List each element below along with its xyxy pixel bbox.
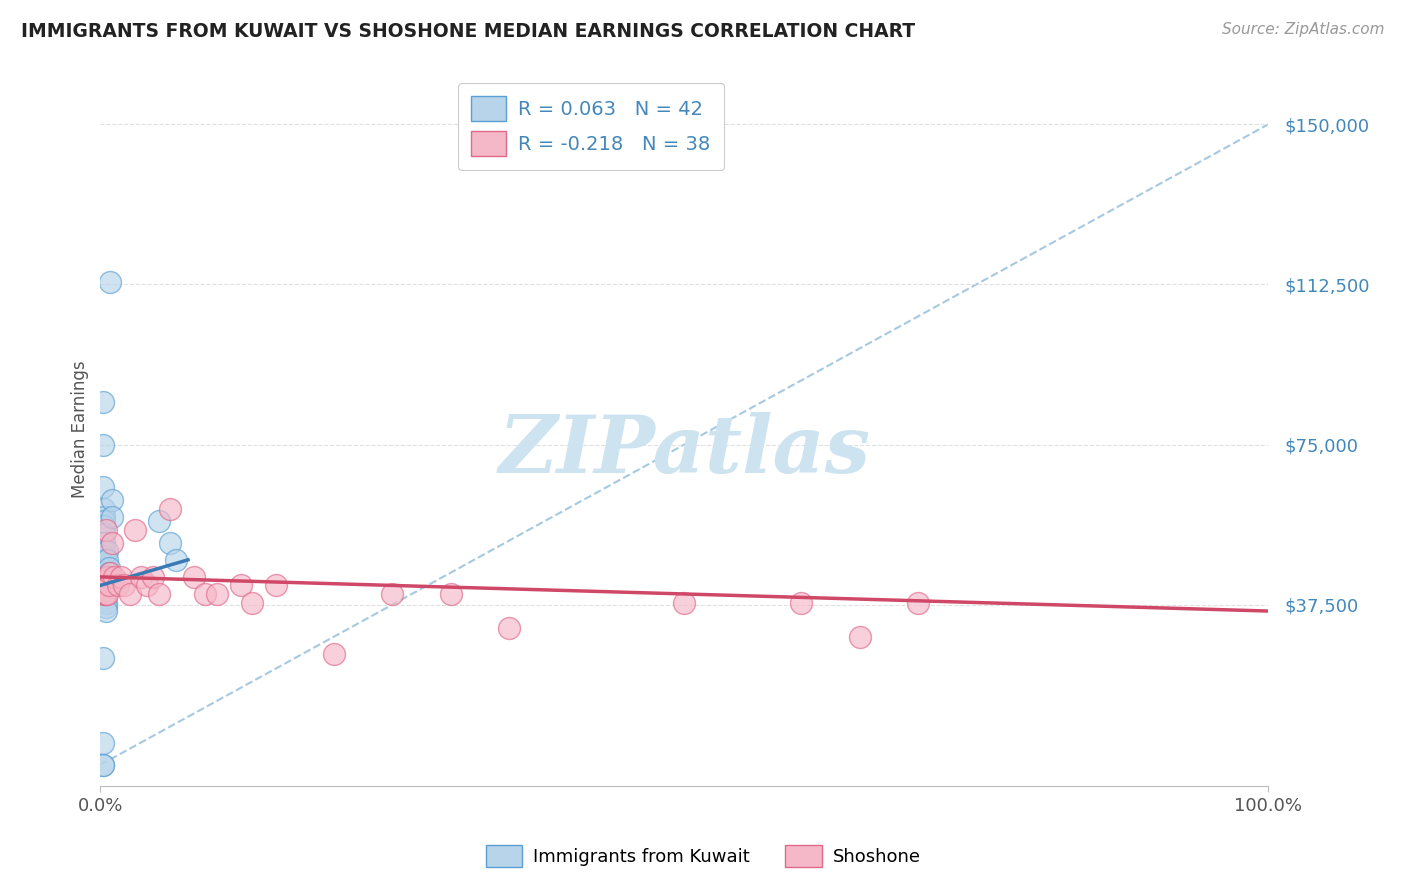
Point <box>97 578 120 592</box>
Point <box>440 587 463 601</box>
Point <box>907 595 929 609</box>
Point <box>96 595 118 609</box>
Point <box>110 570 132 584</box>
Point <box>93 574 115 589</box>
Legend: Immigrants from Kuwait, Shoshone: Immigrants from Kuwait, Shoshone <box>478 838 928 874</box>
Point <box>98 566 121 580</box>
Point <box>93 570 115 584</box>
Point <box>165 553 187 567</box>
Point <box>118 587 141 601</box>
Point <box>129 570 152 584</box>
Point <box>97 570 120 584</box>
Point <box>96 599 118 614</box>
Point <box>159 501 181 516</box>
Y-axis label: Median Earnings: Median Earnings <box>72 360 89 499</box>
Point <box>93 549 115 563</box>
Point <box>94 582 117 597</box>
Point <box>96 553 118 567</box>
Point <box>93 578 115 592</box>
Point <box>94 587 117 601</box>
Point <box>112 578 135 592</box>
Point <box>96 587 118 601</box>
Point <box>97 561 120 575</box>
Text: ZIPatlas: ZIPatlas <box>498 412 870 490</box>
Point <box>91 394 114 409</box>
Point <box>96 570 118 584</box>
Point <box>229 578 252 592</box>
Point <box>97 566 120 580</box>
Point <box>848 630 870 644</box>
Point <box>98 275 121 289</box>
Point <box>93 510 115 524</box>
Point <box>103 570 125 584</box>
Point <box>148 515 170 529</box>
Point <box>101 510 124 524</box>
Point <box>673 595 696 609</box>
Point <box>94 578 117 592</box>
Point <box>91 651 114 665</box>
Point <box>148 587 170 601</box>
Point <box>91 437 114 451</box>
Point <box>790 595 813 609</box>
Point <box>107 578 129 592</box>
Point <box>93 566 115 580</box>
Point <box>101 535 124 549</box>
Point <box>96 523 118 537</box>
Point <box>240 595 263 609</box>
Point <box>205 587 228 601</box>
Point <box>91 757 114 772</box>
Point <box>159 535 181 549</box>
Point <box>93 587 115 601</box>
Point <box>94 587 117 601</box>
Point <box>94 582 117 597</box>
Point <box>323 647 346 661</box>
Point <box>96 604 118 618</box>
Point <box>498 621 520 635</box>
Point <box>101 493 124 508</box>
Text: IMMIGRANTS FROM KUWAIT VS SHOSHONE MEDIAN EARNINGS CORRELATION CHART: IMMIGRANTS FROM KUWAIT VS SHOSHONE MEDIA… <box>21 22 915 41</box>
Point <box>93 553 115 567</box>
Point <box>93 535 115 549</box>
Point <box>93 501 115 516</box>
Point <box>94 591 117 606</box>
Point <box>91 480 114 494</box>
Point <box>96 574 118 589</box>
Point <box>93 515 115 529</box>
Point <box>94 574 117 589</box>
Point <box>93 527 115 541</box>
Point <box>91 736 114 750</box>
Point <box>93 578 115 592</box>
Point <box>93 544 115 558</box>
Point <box>124 523 146 537</box>
Point <box>93 574 115 589</box>
Point <box>381 587 404 601</box>
Point <box>142 570 165 584</box>
Legend: R = 0.063   N = 42, R = -0.218   N = 38: R = 0.063 N = 42, R = -0.218 N = 38 <box>458 83 724 169</box>
Point <box>91 757 114 772</box>
Point <box>96 544 118 558</box>
Point <box>93 557 115 571</box>
Point <box>183 570 205 584</box>
Point <box>94 587 117 601</box>
Point <box>264 578 287 592</box>
Point <box>93 561 115 575</box>
Point <box>136 578 159 592</box>
Point <box>93 518 115 533</box>
Point <box>96 587 118 601</box>
Point <box>194 587 217 601</box>
Text: Source: ZipAtlas.com: Source: ZipAtlas.com <box>1222 22 1385 37</box>
